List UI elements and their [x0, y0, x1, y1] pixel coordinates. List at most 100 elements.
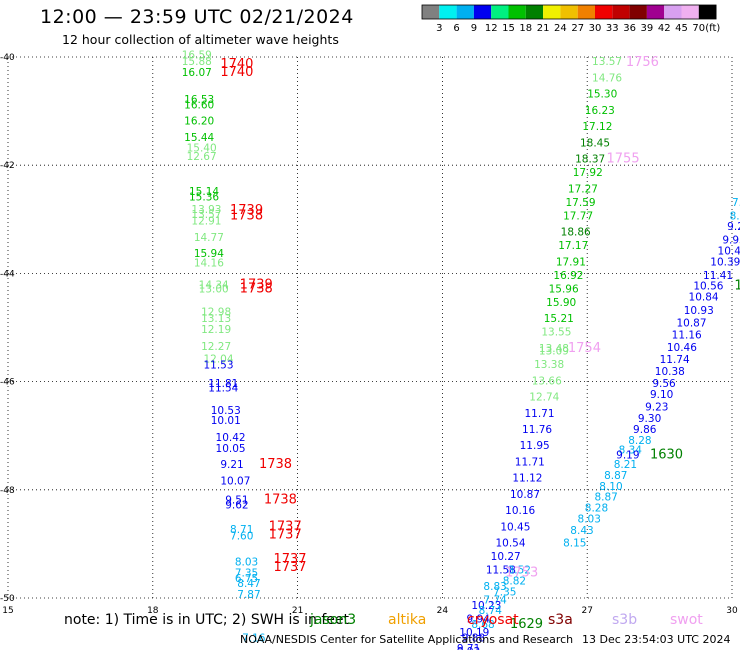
wave-height-label: 10.46 [667, 342, 697, 354]
wave-height-label: 12.04 [203, 354, 233, 366]
wave-height-label: 9.94 [467, 613, 491, 625]
wave-height-label: 12.98 [201, 307, 231, 319]
x-tick-label: 15 [2, 606, 13, 616]
wave-height-label: 9.92 [457, 646, 480, 650]
wave-height-label: 13.09 [539, 346, 569, 358]
wave-height-label: 15.30 [587, 89, 617, 101]
mission-legend-cryosat: cryosat [467, 612, 519, 628]
wave-height-label: 10.87 [676, 317, 706, 329]
y-tick-label: -44 [0, 269, 15, 279]
wave-height-label: 17.27 [568, 183, 598, 195]
wave-height-label: 9.51 [225, 494, 248, 506]
y-tick-label: -50 [0, 594, 15, 604]
chart-axes: 15 18 21 24 27 30 -40 -42 -44 -46 -48 -50 [0, 53, 738, 616]
colorbar-tick-label: 39 [641, 23, 654, 34]
wave-height-label: 9.62 [225, 500, 248, 512]
pass-time-label: 1755 [607, 151, 640, 166]
colorbar-tick-label: 42 [658, 23, 671, 34]
pass-time-label: 1737 [273, 560, 306, 575]
wave-height-label: 10.27 [491, 551, 521, 563]
wave-height-label: 15.94 [194, 248, 224, 260]
wave-height-label: 10.56 [693, 281, 723, 293]
chart-subtitle: 12 hour collection of altimeter wave hei… [62, 32, 339, 47]
wave-height-label: 13.66 [532, 375, 562, 387]
wave-height-label: 8.15 [563, 538, 586, 550]
wave-height-label: 6.75 [235, 573, 258, 585]
wave-height-label: 16.60 [184, 99, 214, 111]
wave-height-label: 11.54 [208, 382, 238, 394]
wave-height-label: 8.3 [730, 210, 740, 222]
wave-height-label: 10.45 [500, 521, 530, 533]
wave-height-label: 15.14 [189, 186, 219, 198]
wave-height-label: 8.68 [471, 619, 494, 631]
pass-time-label: 1738 [259, 457, 292, 472]
wave-height-label: 7.16 [242, 632, 266, 644]
wave-height-label: 10.39 [710, 256, 740, 268]
wave-height-label: 7.35 [493, 586, 516, 598]
wave-height-label: 11.81 [208, 378, 238, 390]
wave-height-label: 15.21 [544, 313, 574, 325]
wave-height-label: 18.45 [580, 137, 610, 149]
colorbar-frame [421, 4, 717, 20]
wave-height-label: 8.03 [235, 557, 258, 569]
wave-height-label: 10.42 [216, 432, 246, 444]
wave-height-label: 18.86 [561, 227, 591, 239]
colorbar-swatch [612, 5, 630, 19]
wave-height-label: 10.07 [220, 475, 250, 487]
y-tick-label: -48 [0, 486, 15, 496]
colorbar-tick-label: 33 [606, 23, 619, 34]
colorbar-swatch [681, 5, 699, 19]
pass-time-label: 1740 [220, 57, 253, 72]
wave-height-label: 9.71 [457, 643, 480, 650]
pass-time-label: 1738 [240, 281, 273, 296]
wave-height-label: 10.23 [471, 600, 501, 612]
wave-height-label: 13.55 [541, 327, 571, 339]
wave-height-label: 8.83 [483, 581, 506, 593]
colorbar-swatch [473, 5, 492, 19]
x-tick-label: 24 [437, 606, 449, 616]
wave-height-label: 17.59 [565, 197, 595, 209]
wave-height-label: 8.34 [619, 445, 643, 457]
wave-height-label: 14.76 [592, 72, 622, 84]
wave-height-label: 8.21 [614, 459, 637, 471]
pass-time-label: 1737 [273, 552, 306, 567]
wave-height-label: 10.38 [655, 366, 685, 378]
y-tick-label: -46 [0, 378, 15, 388]
wave-height-label: 10.93 [684, 305, 714, 317]
wave-height-label: 11.16 [672, 329, 702, 341]
wave-height-label: 13.93 [191, 204, 221, 216]
wave-height-label: 14.16 [194, 257, 224, 269]
wave-height-label: 15.44 [184, 132, 214, 144]
pass-time-label: 1754 [568, 341, 601, 356]
colorbar-swatch [560, 5, 578, 19]
wave-height-label: 10.53 [211, 405, 241, 417]
wave-height-label: 10.19 [459, 627, 489, 639]
wave-height-label: 13.13 [201, 313, 231, 325]
chart-grid [8, 57, 732, 598]
colorbar-tick-label: 12 [485, 23, 498, 34]
wave-height-label: 12.27 [201, 341, 231, 353]
wave-height-label: 17.17 [558, 240, 588, 252]
wave-height-label: 13.00 [199, 283, 229, 295]
wave-height-label: 16.23 [585, 105, 615, 117]
wave-height-label: 17.92 [573, 167, 603, 179]
wave-height-label: 16.59 [182, 50, 212, 62]
chart-title: 12:00 — 23:59 UTC 02/21/2024 [40, 6, 354, 28]
colorbar-swatch [664, 5, 682, 19]
colorbar-tick-label: 27 [571, 23, 584, 34]
wave-height-label: 16.92 [553, 270, 583, 282]
wave-height-label: 8.28 [585, 502, 608, 514]
wave-height-label: 16.07 [182, 67, 212, 79]
x-tick-label: 18 [147, 606, 159, 616]
colorbar-tick-label: 70 [692, 23, 705, 34]
wave-height-label: 9.19 [616, 449, 639, 461]
wave-height-label: 8.74 [479, 605, 503, 617]
wave-height-label: 9.56 [652, 378, 676, 390]
wave-height-label: 11.76 [522, 424, 552, 436]
colorbar-tick-label: 45 [675, 23, 688, 34]
wave-height-label: 9.86 [633, 424, 657, 436]
wave-height-label: 9.10 [650, 389, 673, 401]
wave-height-label: 15.36 [189, 191, 219, 203]
plot-frame [7, 56, 733, 599]
